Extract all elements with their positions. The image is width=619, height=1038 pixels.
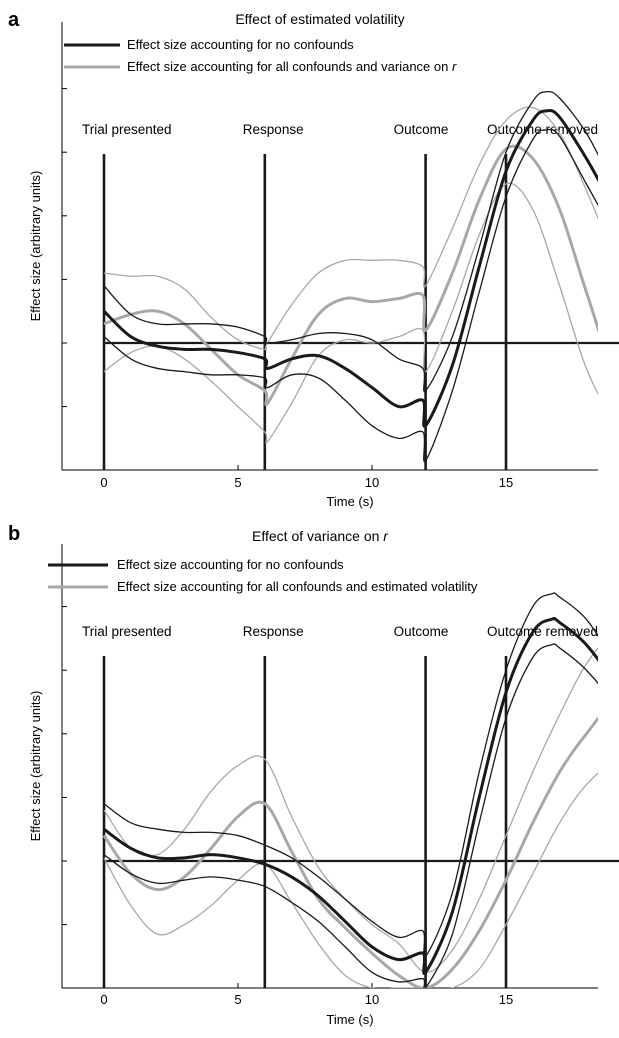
legend-label-text: Effect size accounting for all confounds… <box>127 59 452 74</box>
chart-title: Effect of estimated volatility <box>235 11 404 27</box>
series-line-gray-upper <box>103 647 598 973</box>
chart-title: Effect of variance on r <box>252 528 389 544</box>
legend-label: Effect size accounting for no confounds <box>127 37 354 52</box>
event-label: Outcome <box>394 122 449 137</box>
event-label: Trial presented <box>82 624 172 639</box>
x-tick-label: 15 <box>499 475 513 490</box>
x-tick-label: 15 <box>499 992 513 1007</box>
event-label: Response <box>243 122 304 137</box>
series-line-gray-mean <box>103 144 598 407</box>
x-tick-label: 10 <box>365 992 379 1007</box>
x-tick-label: 0 <box>100 475 107 490</box>
event-label: Outcome <box>394 624 449 639</box>
legend-label-variable: r <box>452 59 457 74</box>
panel-letter: b <box>8 523 20 545</box>
x-axis-label: Time (s) <box>326 1012 373 1027</box>
event-label: Response <box>243 624 304 639</box>
x-axis-label: Time (s) <box>326 494 373 509</box>
event-label: Outcome removed <box>487 624 598 639</box>
chart-title-text: Effect of variance on <box>252 528 383 544</box>
y-axis-label: Effect size (arbitrary units) <box>28 171 43 322</box>
chart-title-variable: r <box>383 528 389 544</box>
series-line-gray-lower <box>103 772 598 988</box>
series-line-gray-mean <box>102 716 598 988</box>
legend-label: Effect size accounting for all confounds… <box>117 579 478 594</box>
series-line-dark-mean <box>102 109 598 428</box>
x-tick-label: 0 <box>100 992 107 1007</box>
x-tick-label: 5 <box>234 992 241 1007</box>
x-tick-label: 10 <box>365 475 379 490</box>
legend-label: Effect size accounting for all confounds… <box>127 59 457 74</box>
series-line-gray-lower <box>103 182 598 444</box>
event-label: Trial presented <box>82 122 172 137</box>
series-line-dark-upper <box>103 90 598 393</box>
series-line-dark-upper <box>103 592 598 958</box>
series-line-gray-upper <box>103 106 598 351</box>
series-line-dark-mean <box>103 617 598 976</box>
legend-label: Effect size accounting for no confounds <box>117 557 344 572</box>
series-line-dark-lower <box>103 643 598 988</box>
panel-letter: a <box>8 9 20 31</box>
y-axis-label: Effect size (arbitrary units) <box>28 691 43 842</box>
x-tick-label: 5 <box>234 475 241 490</box>
series-line-dark-lower <box>103 128 598 463</box>
